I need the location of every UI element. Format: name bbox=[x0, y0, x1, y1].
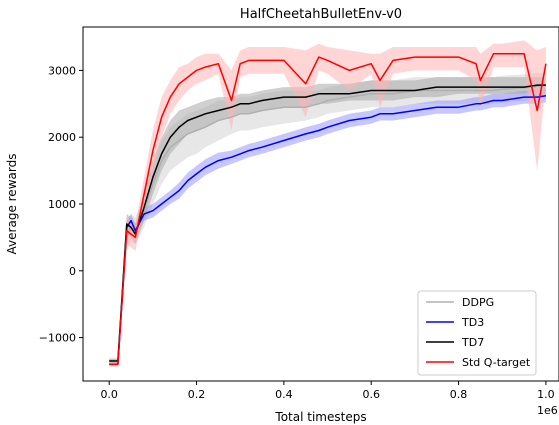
confidence-bands bbox=[109, 40, 546, 367]
td3-line bbox=[109, 95, 547, 366]
x-tick-label: 0.2 bbox=[188, 388, 206, 401]
chart-title: HalfCheetahBulletEnv-v0 bbox=[240, 7, 402, 22]
legend-label-td7: TD7 bbox=[461, 336, 484, 349]
std-q-target-line bbox=[109, 52, 547, 366]
td7-line bbox=[109, 84, 546, 362]
y-tick-label: 3000 bbox=[48, 64, 76, 77]
x-tick-label: 0.4 bbox=[275, 388, 293, 401]
x-tick-label: 0.6 bbox=[362, 388, 380, 401]
td3-band bbox=[109, 89, 546, 367]
x-axis: 0.0 0.2 0.4 0.6 0.8 1.0 bbox=[100, 381, 555, 401]
y-tick-label: 0 bbox=[69, 265, 76, 278]
x-axis-offset-label: 1e6 bbox=[537, 404, 558, 417]
x-tick-label: 0.8 bbox=[450, 388, 468, 401]
y-axis-label: Average rewards bbox=[5, 154, 19, 255]
y-tick-label: 1000 bbox=[48, 198, 76, 211]
y-tick-label: 2000 bbox=[48, 131, 76, 144]
legend-frame bbox=[417, 290, 537, 376]
legend-label-std-q-target: Std Q-target bbox=[462, 356, 531, 369]
y-axis: −1000 0 1000 2000 3000 bbox=[39, 64, 83, 345]
x-axis-label: Total timesteps bbox=[274, 410, 366, 424]
y-tick-label: −1000 bbox=[39, 332, 76, 345]
x-tick-label: 0.0 bbox=[100, 388, 118, 401]
legend-label-ddpg: DDPG bbox=[462, 296, 494, 309]
series-lines bbox=[109, 52, 547, 366]
ddpg-line bbox=[109, 84, 547, 362]
legend: DDPG TD3 TD7 Std Q-target bbox=[417, 290, 537, 376]
legend-label-td3: TD3 bbox=[461, 316, 484, 329]
plot-area bbox=[82, 26, 559, 382]
x-tick-label: 1.0 bbox=[537, 388, 555, 401]
